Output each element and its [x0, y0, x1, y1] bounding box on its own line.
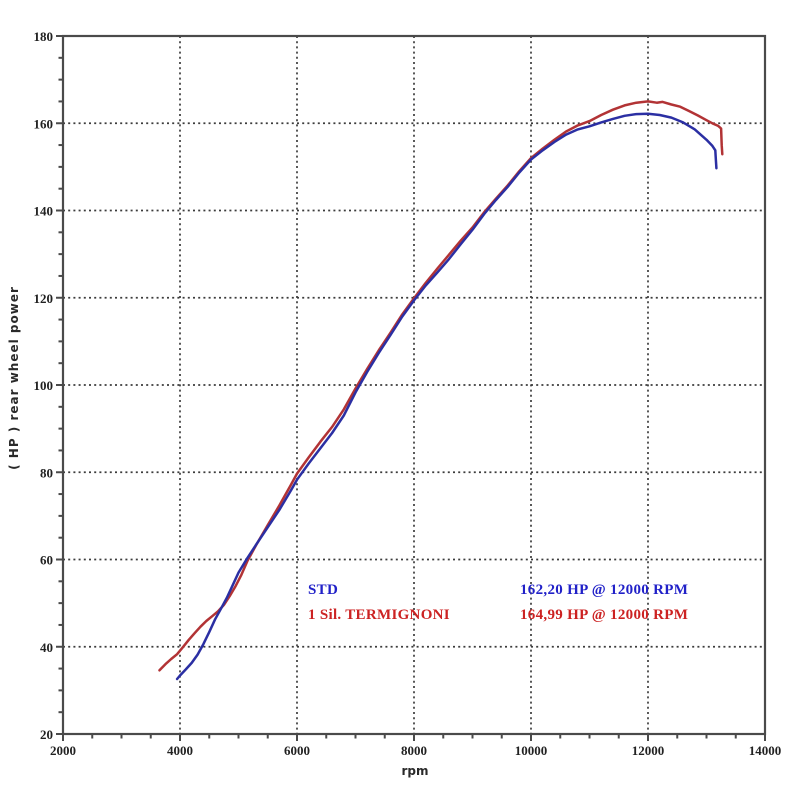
x-tick-label: 14000 — [749, 743, 782, 758]
chart-legend: STD 162,20 HP @ 12000 RPM 1 Sil. TERMIGN… — [308, 578, 768, 628]
std-power-curve — [175, 112, 718, 681]
x-tick-label: 10000 — [515, 743, 548, 758]
y-tick-label: 120 — [34, 291, 54, 306]
x-axis-title: rpm — [401, 764, 429, 778]
legend-row-std: STD 162,20 HP @ 12000 RPM — [308, 578, 768, 603]
x-tick-label: 12000 — [632, 743, 665, 758]
y-tick-label: 160 — [34, 116, 54, 131]
y-tick-label: 180 — [34, 29, 54, 44]
y-tick-label: 100 — [34, 378, 54, 393]
y-axis-title: ( HP ) rear wheel power — [7, 286, 21, 470]
legend-row-termignoni: 1 Sil. TERMIGNONI 164,99 HP @ 12000 RPM — [308, 603, 768, 628]
legend-value-std: 162,20 HP @ 12000 RPM — [520, 582, 689, 598]
legend-value-termignoni: 164,99 HP @ 12000 RPM — [520, 607, 689, 623]
x-tick-label: 6000 — [284, 743, 310, 758]
legend-label-std: STD — [308, 582, 339, 598]
y-tick-label: 140 — [34, 204, 54, 219]
y-tick-label: 60 — [40, 553, 53, 568]
x-tick-label: 2000 — [50, 743, 76, 758]
legend-label-termignoni: 1 Sil. TERMIGNONI — [308, 607, 450, 623]
x-tick-label: 8000 — [401, 743, 427, 758]
y-tick-label: 20 — [40, 727, 53, 742]
y-tick-label: 40 — [40, 640, 53, 655]
x-tick-label: 4000 — [167, 743, 193, 758]
y-tick-label: 80 — [40, 465, 53, 480]
